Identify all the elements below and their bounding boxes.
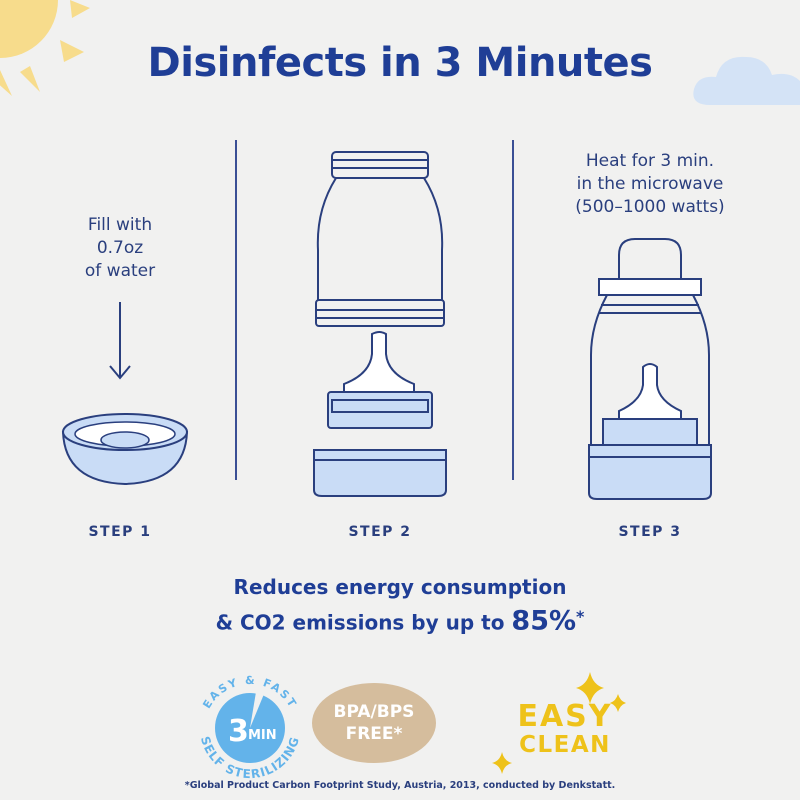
footnote: *Global Product Carbon Footprint Study, …	[184, 780, 616, 791]
easy-clean-badge: EASY CLEAN	[510, 699, 620, 759]
minutes-unit: MIN	[248, 728, 277, 743]
bpa-line-2: FREE*	[345, 724, 403, 744]
divider	[512, 140, 514, 480]
teat-and-ring-illustration	[313, 331, 447, 497]
caption-line: in the microwave	[576, 174, 724, 194]
caption-line: 0.7oz	[96, 238, 144, 258]
claim-percent: 85%	[511, 605, 577, 637]
claim-mark: *	[576, 607, 585, 626]
step3-caption: Heat for 3 min. in the microwave (500–10…	[545, 150, 755, 219]
bpa-free-badge: BPA/BPS FREE*	[312, 683, 436, 763]
bpa-line-1: BPA/BPS	[333, 702, 415, 722]
divider	[235, 140, 237, 480]
page-title: Disinfects in 3 Minutes	[147, 40, 653, 86]
caption-line: (500–1000 watts)	[575, 197, 725, 217]
step-1-label: STEP 1	[88, 524, 152, 540]
energy-claim: Reduces energy consumption & CO2 emissio…	[0, 572, 800, 638]
bowl-illustration	[61, 413, 189, 486]
caption-line: Heat for 3 min.	[585, 151, 715, 171]
sun-icon	[0, 0, 90, 96]
step1-caption: Fill with 0.7oz of water	[60, 214, 180, 283]
easy-clean-line-2: CLEAN	[519, 732, 611, 758]
step-2-label: STEP 2	[348, 524, 412, 540]
sparkle-icon	[492, 672, 626, 774]
claim-prefix: & CO2 emissions by up to	[215, 610, 512, 635]
claim-line-1: Reduces energy consumption	[233, 575, 567, 599]
arrow-down-icon	[109, 302, 131, 380]
easy-clean-line-1: EASY	[517, 699, 613, 734]
step-3-label: STEP 3	[618, 524, 682, 540]
self-sterilizing-badge: EASY & FAST SELF STERILIZING 3 MIN	[198, 674, 301, 781]
cloud-icon	[693, 56, 800, 105]
minutes-number: 3	[228, 714, 249, 749]
claim-line-2: & CO2 emissions by up to 85%*	[0, 602, 800, 638]
caption-line: Fill with	[87, 215, 153, 235]
caption-line: of water	[84, 261, 156, 281]
assembled-bottle-illustration	[588, 238, 712, 500]
bottle-body-illustration	[315, 151, 445, 327]
